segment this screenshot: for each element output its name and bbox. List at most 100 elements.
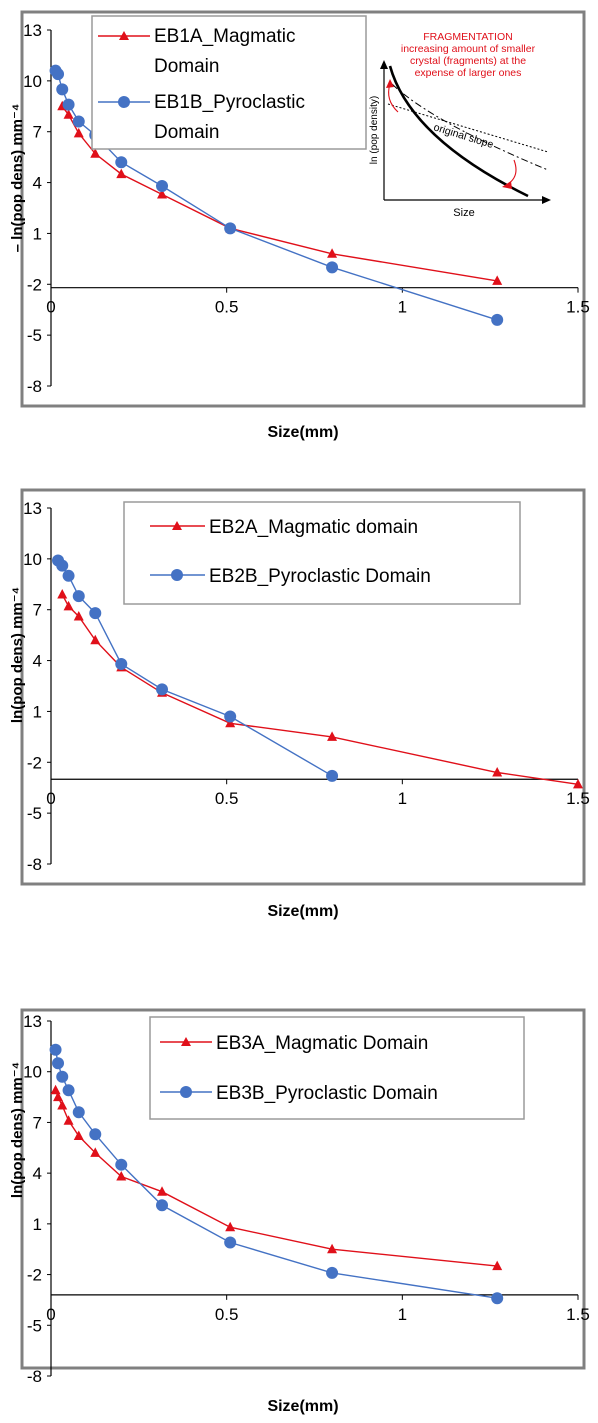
fragmentation-inset: FRAGMENTATION increasing amount of small… xyxy=(369,31,551,219)
data-point-circle xyxy=(62,98,75,111)
data-point-circle xyxy=(156,683,169,696)
legend-label-eb1a-line1: EB1A_Magmatic xyxy=(154,26,296,47)
data-point-circle xyxy=(224,710,237,723)
legend-box xyxy=(91,15,367,150)
data-point-circle xyxy=(72,1106,85,1119)
inset-arrow-down xyxy=(507,159,517,185)
chart-panel-eb1: – ln(pop dens) mm⁻⁴ Size(mm) 1310741-2-5… xyxy=(9,10,590,441)
y-tick-label: -2 xyxy=(27,753,42,772)
data-point-triangle xyxy=(57,588,68,599)
legend-label-pyroclastic: EB2B_Pyroclastic Domain xyxy=(209,566,431,587)
y-tick-label: 1 xyxy=(33,702,42,721)
chart-axes: 13 10 7 4 1 -2 -5 -8 0 0.5 1 1.5 xyxy=(23,1012,590,1386)
data-point-triangle xyxy=(116,168,127,179)
chart-axes: 13 10 7 4 1 -2 -5 -8 0 0.5 1 1.5 xyxy=(23,499,590,874)
inset-arrow-up-head xyxy=(386,79,394,88)
data-point-circle xyxy=(89,607,102,620)
data-point-circle xyxy=(56,1070,69,1083)
y-tick-label: 13 xyxy=(23,1012,42,1031)
x-tick-label: 0.5 xyxy=(215,789,239,808)
inset-fragmented-curve xyxy=(388,65,529,198)
data-point-triangle xyxy=(225,1221,236,1232)
data-point-circle xyxy=(52,1057,65,1070)
legend-box xyxy=(149,1016,525,1120)
data-point-circle xyxy=(72,590,85,603)
y-tick-label: 4 xyxy=(33,174,42,193)
data-point-triangle xyxy=(573,778,583,789)
x-tick-label: 0 xyxy=(46,789,55,808)
inset-text-line-3: expense of larger ones xyxy=(415,67,522,79)
chart-plot-area xyxy=(52,554,583,789)
data-point-triangle xyxy=(90,148,101,158)
data-point-circle xyxy=(326,261,339,274)
legend-item-pyroclastic: EB1B_Pyroclastic Domain xyxy=(98,92,305,143)
data-point-circle xyxy=(62,569,75,582)
data-point-circle xyxy=(491,1292,504,1305)
data-point-circle xyxy=(49,1043,62,1056)
x-tick-label: 0.5 xyxy=(215,1305,239,1324)
legend-item-pyroclastic: EB2B_Pyroclastic Domain xyxy=(150,566,431,587)
chart-frame xyxy=(20,1008,586,1370)
x-axis-label: Size(mm) xyxy=(267,1398,338,1415)
legend-item-pyroclastic: EB3B_Pyroclastic Domain xyxy=(160,1083,438,1104)
data-point-triangle xyxy=(53,1091,64,1102)
x-tick-label: 0 xyxy=(46,1305,55,1324)
data-point-triangle xyxy=(327,1243,338,1254)
y-tick-label: 13 xyxy=(23,499,42,518)
data-point-triangle xyxy=(73,127,84,138)
y-tick-label: 10 xyxy=(23,550,42,569)
x-axis-label: Size(mm) xyxy=(267,424,338,441)
legend-item-magmatic: EB1A_Magmatic Domain xyxy=(98,26,296,77)
y-tick-label: 13 xyxy=(23,21,42,40)
y-tick-label: -8 xyxy=(27,855,42,874)
legend-item-magmatic: EB3A_Magmatic Domain xyxy=(160,1033,428,1054)
y-tick-label: 4 xyxy=(33,652,42,671)
data-point-circle xyxy=(72,115,85,128)
inset-text-line-1: increasing amount of smaller xyxy=(401,43,536,55)
data-point-circle xyxy=(115,1158,128,1171)
y-axis-label: – ln(pop dens) mm⁻⁴ xyxy=(9,104,26,253)
data-point-triangle xyxy=(73,610,84,621)
y-tick-label: 10 xyxy=(23,1063,42,1082)
y-tick-label: 10 xyxy=(23,72,42,91)
legend-label-magmatic: EB3A_Magmatic Domain xyxy=(216,1033,428,1054)
data-point-triangle xyxy=(492,1260,503,1271)
data-point-circle xyxy=(115,156,128,169)
legend-box xyxy=(123,501,521,605)
data-point-circle xyxy=(56,83,69,96)
data-point-circle xyxy=(326,769,339,782)
chart-panel-eb2: ln(pop dens) mm⁻⁴ Size(mm) 13 10 7 4 1 -2 -5 -8… xyxy=(9,488,590,920)
inset-slope-label: original slope xyxy=(432,121,495,151)
x-tick-label: 0.5 xyxy=(215,298,239,317)
y-tick-label: -8 xyxy=(27,377,42,396)
inset-y-label: ln (pop density) xyxy=(369,96,380,164)
data-point-triangle xyxy=(327,248,338,258)
y-tick-label: -2 xyxy=(27,275,42,294)
y-axis-label: ln(pop dens) mm⁻⁴ xyxy=(9,587,26,723)
legend-label-eb1a-line2: Domain xyxy=(154,56,219,77)
y-tick-label: 1 xyxy=(33,1215,42,1234)
legend-marker-triangle xyxy=(119,31,129,40)
data-point-circle xyxy=(156,179,169,192)
legend-marker-triangle xyxy=(181,1037,191,1046)
y-tick-label: -5 xyxy=(27,1316,42,1335)
inset-x-label: Size xyxy=(453,207,474,219)
chart-frame xyxy=(20,10,586,408)
legend-marker-triangle xyxy=(172,521,182,530)
data-point-triangle xyxy=(73,1130,84,1140)
data-point-triangle xyxy=(90,634,101,645)
legend-marker-circle xyxy=(171,569,183,581)
legend-label-magmatic: EB2A_Magmatic domain xyxy=(209,517,418,538)
y-tick-label: -5 xyxy=(27,804,42,823)
data-point-triangle xyxy=(157,1186,168,1196)
data-point-circle xyxy=(326,1266,339,1279)
x-axis-label: Size(mm) xyxy=(267,903,338,920)
y-tick-label: -2 xyxy=(27,1266,42,1285)
y-axis-label: ln(pop dens) mm⁻⁴ xyxy=(9,1062,26,1198)
inset-y-arrow xyxy=(380,60,388,69)
y-tick-label: 7 xyxy=(33,601,42,620)
chart-axes: 13 10 7 4 1 -2 -5 -8 0 0.5 1 1.5 xyxy=(23,21,590,396)
data-point-circle xyxy=(89,1128,102,1141)
x-tick-label: 0 xyxy=(46,298,55,317)
